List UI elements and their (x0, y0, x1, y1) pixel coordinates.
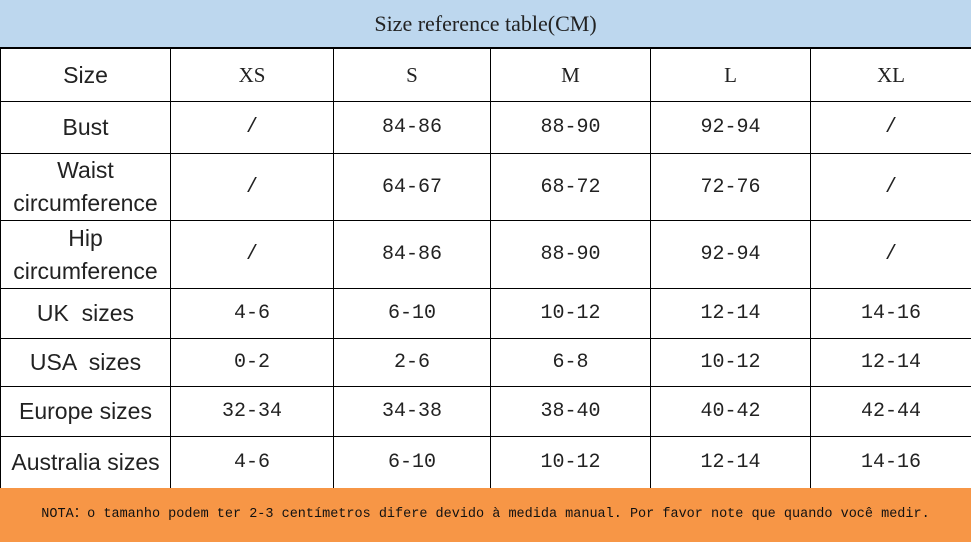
cell: / (810, 101, 971, 154)
cell: 84-86 (333, 101, 491, 154)
table-row: Waist circumference/64-67 68-72 72-76/ (0, 153, 971, 221)
cell: 10-12 (650, 338, 811, 387)
table-row: UK sizes 4-6 6-10 10-12 12-14 14-16 (0, 288, 971, 339)
row-label: USA sizes (0, 338, 171, 387)
cell: / (810, 153, 971, 221)
cell: 34-38 (333, 386, 491, 437)
cell: 92-94 (650, 220, 811, 289)
table-row: Hip circumference/84-86 88-90 92-94/ (0, 220, 971, 289)
cell: 14-16 (810, 436, 971, 489)
row-label: UK sizes (0, 288, 171, 339)
table-row: Australia sizes 4-6 6-10 10-12 12-14 14-16 (0, 436, 971, 489)
cell: 14-16 (810, 288, 971, 339)
table-row: Europe sizes 32-34 34-38 38-40 40-42 42-44 (0, 386, 971, 437)
cell: 88-90 (490, 101, 651, 154)
cell: 68-72 (490, 153, 651, 221)
cell: 84-86 (333, 220, 491, 289)
row-label: Size (0, 48, 171, 102)
size-table: Size XS S M L XL Bust/84-86 88-90 92-94/Waist ci… (0, 48, 971, 489)
column-header: XS (170, 48, 334, 102)
cell: 0-2 (170, 338, 334, 387)
row-label: Hip circumference (0, 220, 171, 289)
cell: 6-10 (333, 436, 491, 489)
cell: 42-44 (810, 386, 971, 437)
cell: 10-12 (490, 288, 651, 339)
cell: 6-10 (333, 288, 491, 339)
cell: / (170, 220, 334, 289)
table-row: USA sizes 0-2 2-6 6-8 10-12 12-14 (0, 338, 971, 387)
cell: 4-6 (170, 288, 334, 339)
cell: 4-6 (170, 436, 334, 489)
header-row: Size XS S M L XL (0, 48, 971, 102)
cell: 40-42 (650, 386, 811, 437)
row-label: Australia sizes (0, 436, 171, 489)
column-header: S (333, 48, 491, 102)
cell: 12-14 (810, 338, 971, 387)
cell: 64-67 (333, 153, 491, 221)
column-header: XL (810, 48, 971, 102)
cell: / (170, 101, 334, 154)
cell: 92-94 (650, 101, 811, 154)
cell: / (170, 153, 334, 221)
cell: 72-76 (650, 153, 811, 221)
cell: 10-12 (490, 436, 651, 489)
note: NOTA：o tamanho podem ter 2-3 centímetros… (0, 488, 971, 542)
table-row: Bust/84-86 88-90 92-94/ (0, 101, 971, 154)
cell: 38-40 (490, 386, 651, 437)
cell: 12-14 (650, 436, 811, 489)
row-label: Europe sizes (0, 386, 171, 437)
cell: 12-14 (650, 288, 811, 339)
cell: 32-34 (170, 386, 334, 437)
cell: / (810, 220, 971, 289)
cell: 6-8 (490, 338, 651, 387)
cell: 88-90 (490, 220, 651, 289)
column-header: M (490, 48, 651, 102)
column-header: L (650, 48, 811, 102)
cell: 2-6 (333, 338, 491, 387)
row-label: Bust (0, 101, 171, 154)
table-title: Size reference table(CM) (0, 0, 971, 48)
row-label: Waist circumference (0, 153, 171, 221)
